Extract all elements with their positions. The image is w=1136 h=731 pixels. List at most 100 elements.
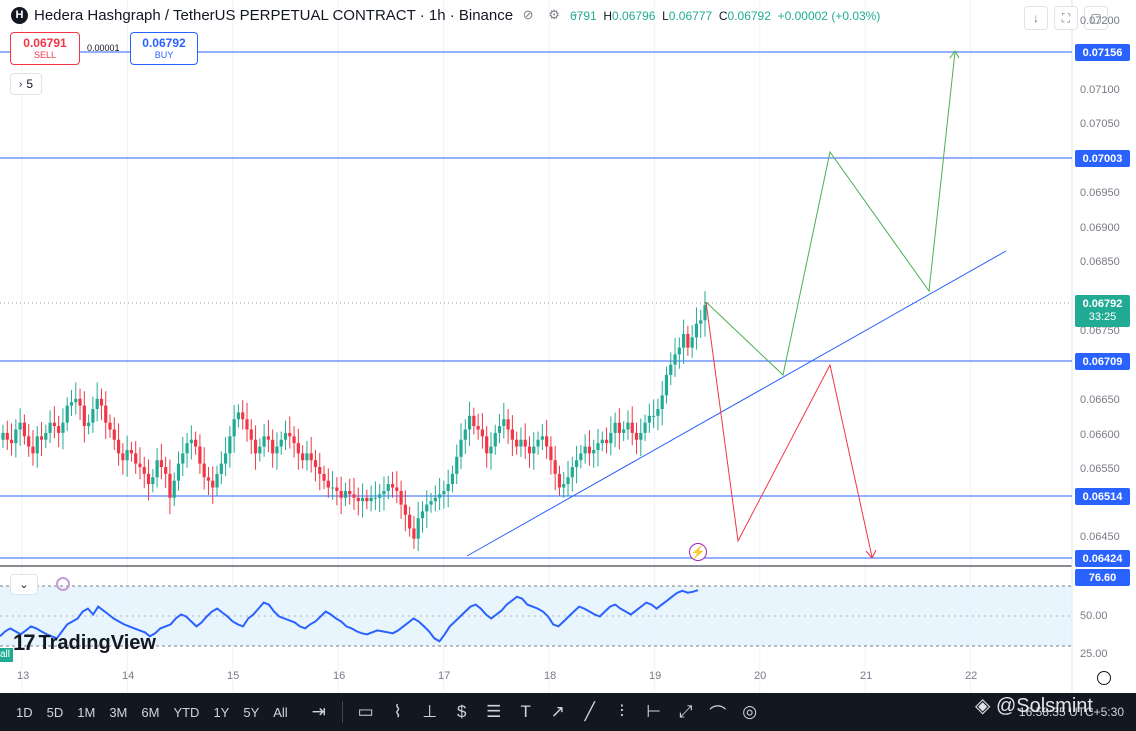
candle-body	[600, 439, 604, 444]
candle-body	[35, 436, 39, 454]
candle-body	[288, 432, 292, 437]
rsi-indicator-icon[interactable]	[56, 577, 70, 591]
candle-body	[91, 409, 95, 423]
short-position-icon[interactable]: $	[456, 702, 467, 721]
candle-body	[5, 432, 9, 440]
candle-body	[18, 422, 22, 430]
candle-body	[65, 405, 69, 423]
timeframe-1m[interactable]: 1M	[77, 704, 96, 720]
candle-body	[134, 453, 138, 464]
candle-body	[309, 453, 313, 461]
price-label: 0.06850	[1080, 256, 1120, 268]
bottom-toolbar: 1D 5D 1M 3M 6M YTD 1Y 5Y All ⇥ ▭ ⌇ ⊥ $ ☰…	[0, 693, 1136, 731]
candle-body	[497, 426, 502, 433]
rectangle-tool-icon[interactable]: ▭	[357, 702, 374, 721]
timeframe-1y[interactable]: 1Y	[213, 704, 230, 720]
candle-body	[425, 504, 429, 512]
text-tool-icon[interactable]: T	[520, 702, 531, 721]
bearish-projection-path[interactable]	[705, 301, 873, 558]
price-range-icon[interactable]: ⫶	[619, 702, 624, 721]
candle-body	[476, 426, 480, 430]
lightning-signal-icon[interactable]: ⚡	[689, 543, 707, 561]
candle-body	[305, 453, 309, 461]
more-dots-icon[interactable]: ⋯	[573, 7, 587, 22]
candle-body	[57, 426, 61, 433]
candle-body	[472, 415, 476, 427]
indicators-toggle[interactable]: › 5	[10, 73, 42, 95]
candle-body	[523, 439, 527, 447]
candle-body	[172, 480, 176, 498]
tradingview-logo[interactable]: 17 TradingView	[13, 630, 156, 656]
path-tool-icon[interactable]: ⌇	[393, 702, 402, 721]
candle-body	[416, 518, 420, 539]
symbol-logo-icon[interactable]: H	[11, 6, 28, 24]
candle-body	[634, 432, 639, 440]
timeframe-5d[interactable]: 5D	[46, 704, 64, 720]
candle-body	[223, 453, 228, 464]
timeframe-all[interactable]: All	[273, 704, 288, 720]
candle-body	[266, 436, 270, 440]
bearish-arrow-head	[865, 549, 877, 559]
pattern-tool-icon[interactable]: ⤢	[678, 702, 693, 721]
candle-body	[609, 432, 613, 444]
date-label: 15	[227, 670, 240, 682]
arrow-down-icon[interactable]: ↓	[1024, 6, 1048, 30]
candle-body	[326, 480, 330, 488]
replay-icon[interactable]: ◎	[742, 702, 758, 721]
candle-body	[681, 333, 686, 348]
candle-body	[39, 436, 44, 440]
trendline-tool-icon[interactable]: ╱	[584, 702, 595, 721]
candle-body	[566, 477, 570, 485]
bullish-projection-path[interactable]	[705, 51, 956, 376]
timeframe-5y[interactable]: 5Y	[243, 704, 260, 720]
timeframe-3m[interactable]: 3M	[109, 704, 128, 720]
symbol-title[interactable]: Hedera Hashgraph / TetherUS PERPETUAL CO…	[34, 6, 514, 24]
buy-label: BUY	[154, 50, 174, 60]
candle-body	[592, 449, 596, 454]
eye-off-icon[interactable]: ⊘	[522, 7, 534, 22]
timeframe-1d[interactable]: 1D	[16, 704, 33, 720]
candle-body	[532, 446, 536, 454]
rsi-value-badge: 76.60	[1075, 569, 1130, 586]
candle-body	[283, 432, 288, 440]
maximize-icon[interactable]: ▢	[1084, 6, 1108, 30]
candle-body	[232, 419, 236, 437]
settings-gear-icon[interactable]: ⚙	[548, 7, 560, 22]
candle-body	[104, 405, 108, 423]
utc-clock[interactable]: 16:58:35 UTC+5:30	[1018, 705, 1124, 719]
candle-body	[686, 333, 690, 348]
fib-retracement-icon[interactable]: ☰	[486, 702, 502, 721]
candle-body	[95, 398, 99, 410]
level-badge: 0.07156	[1075, 44, 1130, 61]
candle-body	[485, 436, 489, 454]
price-label: 0.06450	[1080, 531, 1120, 543]
fullscreen-icon[interactable]: ⛶	[1054, 6, 1078, 30]
candle-body	[322, 473, 326, 481]
candle-body	[502, 419, 506, 427]
sell-button[interactable]: 0.06791 SELL	[10, 32, 80, 65]
candle-body	[613, 422, 617, 433]
timeframe-6m[interactable]: 6M	[141, 704, 160, 720]
curve-tool-icon[interactable]: ⌒	[709, 704, 727, 724]
candle-body	[626, 422, 630, 430]
ruler-tool-icon[interactable]: ⊢	[646, 702, 662, 721]
candle-body	[146, 473, 151, 485]
candle-body	[9, 439, 14, 444]
ascending-trendline[interactable]	[466, 250, 1007, 557]
long-position-icon[interactable]: ⊥	[422, 702, 438, 721]
scale-settings-icon[interactable]	[1097, 671, 1111, 685]
buy-button[interactable]: 0.06792 BUY	[130, 32, 198, 65]
candle-body	[647, 415, 651, 423]
arrow-tool-icon[interactable]: ↗	[550, 702, 565, 721]
candle-body	[151, 477, 155, 485]
ohlc-close-label: C	[718, 9, 728, 23]
timeframe-ytd[interactable]: YTD	[173, 704, 200, 720]
candle-body	[570, 467, 574, 478]
candle-body	[356, 497, 360, 502]
candle-body	[545, 436, 549, 447]
rsi-collapse-toggle[interactable]: ⌄	[10, 574, 38, 595]
date-range-icon[interactable]: ⇥	[311, 702, 326, 721]
rsi-label: 50.00	[1080, 610, 1108, 622]
candle-body	[574, 460, 579, 468]
